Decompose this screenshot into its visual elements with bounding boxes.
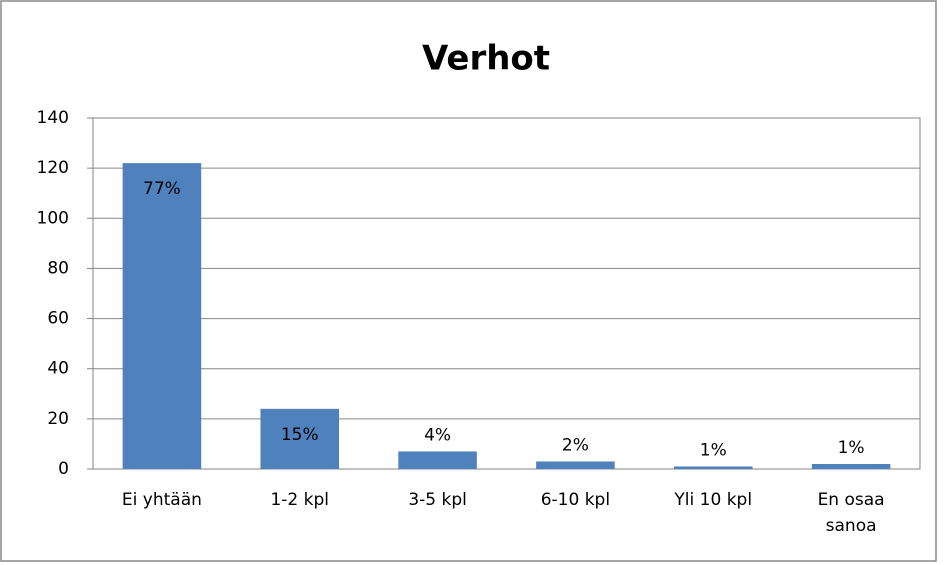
data-label: 77% — [143, 179, 181, 199]
x-tick-label: Ei yhtään — [121, 490, 202, 510]
data-label: 15% — [281, 425, 319, 445]
y-tick-label: 0 — [58, 459, 69, 479]
bar — [122, 163, 202, 469]
y-tick-label: 120 — [37, 158, 69, 178]
y-tick-label: 140 — [37, 108, 69, 128]
data-label: 1% — [838, 438, 865, 458]
bar — [398, 451, 477, 469]
x-tick-label: 3-5 kpl — [408, 490, 467, 510]
x-tick-label: 1-2 kpl — [270, 490, 330, 510]
y-tick-label: 20 — [47, 409, 69, 429]
bar — [673, 466, 753, 469]
y-tick-label: 100 — [37, 208, 69, 228]
x-tick-label: En osaa sanoa — [817, 490, 885, 536]
y-tick-label: 60 — [47, 309, 69, 329]
x-tick-label: 6-10 kpl — [540, 490, 611, 510]
data-label: 2% — [562, 435, 589, 455]
data-label: 1% — [700, 440, 727, 460]
x-tick-label: Yli 10 kpl — [674, 490, 753, 510]
chart-title: Verhot — [422, 39, 550, 79]
bar — [811, 463, 891, 469]
y-tick-label: 40 — [47, 359, 69, 379]
bar — [536, 461, 615, 469]
y-tick-label: 80 — [47, 258, 69, 278]
data-label: 4% — [424, 425, 451, 445]
bar — [260, 408, 340, 469]
